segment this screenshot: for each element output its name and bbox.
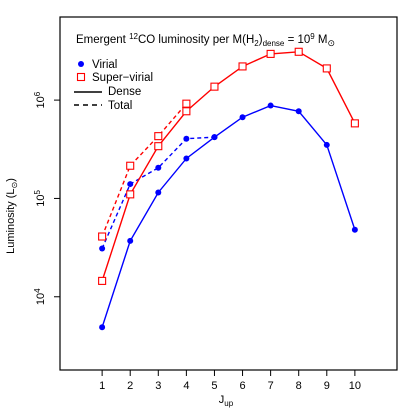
data-point-virial-total: [155, 164, 162, 171]
y-tick-label: 104: [33, 288, 47, 305]
x-tick-label: 5: [211, 380, 217, 392]
data-point-supervirial-total: [98, 232, 107, 241]
y-tick-label: 105: [33, 190, 47, 207]
data-point-virial-dense: [323, 141, 330, 148]
x-tick-label: 8: [296, 380, 302, 392]
data-point-supervirial-dense: [126, 190, 135, 199]
chart-title: Emergent 12CO luminosity per M(H2)dense …: [76, 32, 335, 48]
x-tick-label: 3: [155, 380, 161, 392]
legend-dense-label: Dense: [108, 86, 141, 98]
data-point-virial-total: [183, 135, 190, 142]
legend-virial-label: Virial: [92, 59, 117, 71]
data-point-supervirial-dense: [210, 82, 219, 91]
legend-supervirial-marker: [76, 72, 86, 82]
data-point-virial-dense: [99, 324, 106, 331]
data-point-supervirial-dense: [182, 107, 191, 116]
data-point-virial-dense: [127, 237, 134, 244]
data-point-supervirial-dense: [266, 49, 275, 58]
x-tick-label: 10: [349, 380, 361, 392]
data-point-virial-dense: [295, 108, 302, 115]
x-tick-label: 1: [99, 380, 105, 392]
data-point-virial-total: [127, 181, 134, 188]
series-layer: [98, 47, 359, 331]
data-point-supervirial-dense: [98, 276, 107, 285]
y-axis-label: Luminosity (L⊙): [5, 178, 19, 254]
legend-total-label: Total: [108, 100, 132, 112]
x-tick-label: 9: [324, 380, 330, 392]
data-point-supervirial-total: [126, 161, 135, 170]
data-point-virial-dense: [239, 114, 246, 121]
data-point-virial-total: [211, 134, 218, 141]
legend: Virial Super−virial Dense Total: [74, 59, 153, 112]
data-point-supervirial-dense: [238, 62, 247, 71]
x-axis: 1 2 3 4 5 6 7 8 9 10: [99, 370, 361, 392]
legend-supervirial-label: Super−virial: [92, 72, 153, 84]
series-line-supervirial-total: [101, 103, 187, 237]
data-point-supervirial-dense: [154, 142, 163, 151]
y-axis: 104 105 106: [33, 91, 60, 305]
data-point-supervirial-total: [154, 132, 163, 141]
series-line-supervirial-dense: [101, 51, 356, 282]
x-axis-label: Jup: [219, 394, 234, 408]
series-line-virial-dense: [101, 104, 356, 328]
x-tick-label: 7: [268, 380, 274, 392]
data-point-virial-dense: [183, 155, 190, 162]
y-tick-label: 106: [33, 91, 47, 108]
data-point-virial-dense: [267, 102, 274, 109]
plot-frame: [59, 16, 398, 371]
data-point-supervirial-total: [182, 99, 191, 108]
x-tick-label: 6: [239, 380, 245, 392]
x-tick-label: 2: [127, 380, 133, 392]
data-point-virial-dense: [351, 226, 358, 233]
data-point-supervirial-dense: [294, 47, 303, 56]
data-point-virial-dense: [155, 189, 162, 196]
data-point-virial-total: [99, 245, 106, 252]
data-point-supervirial-dense: [350, 119, 359, 128]
x-tick-label: 4: [183, 380, 189, 392]
legend-virial-marker: [78, 61, 84, 67]
data-point-supervirial-dense: [322, 64, 331, 73]
